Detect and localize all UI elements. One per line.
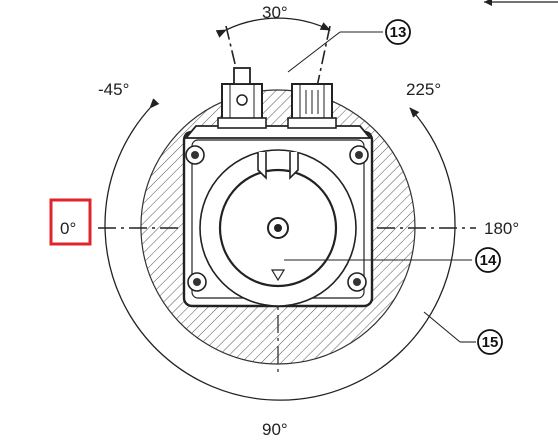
highlight-box (49, 198, 92, 246)
callout-13-marker: 13 (385, 19, 411, 45)
corner-arrowhead (484, 0, 492, 6)
angle-label-upper-left: -45° (98, 80, 129, 99)
shaft-center (274, 224, 282, 232)
callout-14-label: 14 (480, 252, 497, 269)
mounting-screw-top-left (185, 145, 205, 165)
angle-label-top: 30° (262, 3, 288, 22)
connector-left (217, 67, 267, 129)
callout-15-marker: 15 (477, 329, 503, 355)
callout-14-marker: 14 (475, 247, 501, 273)
callout-15-label: 15 (482, 334, 499, 351)
mounting-screw-top-right (349, 145, 369, 165)
motor-housing (182, 125, 374, 308)
connector-angle-arc (215, 17, 331, 38)
angle-label-bottom: 90° (262, 420, 288, 439)
mounting-screw-bottom-right (347, 272, 367, 292)
index-marker-triangle (270, 269, 286, 282)
callout-13-label: 13 (390, 24, 407, 41)
angle-label-upper-right: 225° (406, 80, 441, 99)
mounting-screw-bottom-left (187, 272, 207, 292)
connector-notch-left (257, 152, 267, 180)
angle-label-left: 0° (60, 219, 76, 238)
callout-15-leader (423, 311, 461, 343)
angle-label-right: 180° (484, 219, 519, 238)
connector-notch-right (289, 152, 299, 180)
callout-13-leader (287, 31, 341, 73)
rotation-range-arc (104, 98, 456, 401)
connector-right (287, 83, 337, 129)
